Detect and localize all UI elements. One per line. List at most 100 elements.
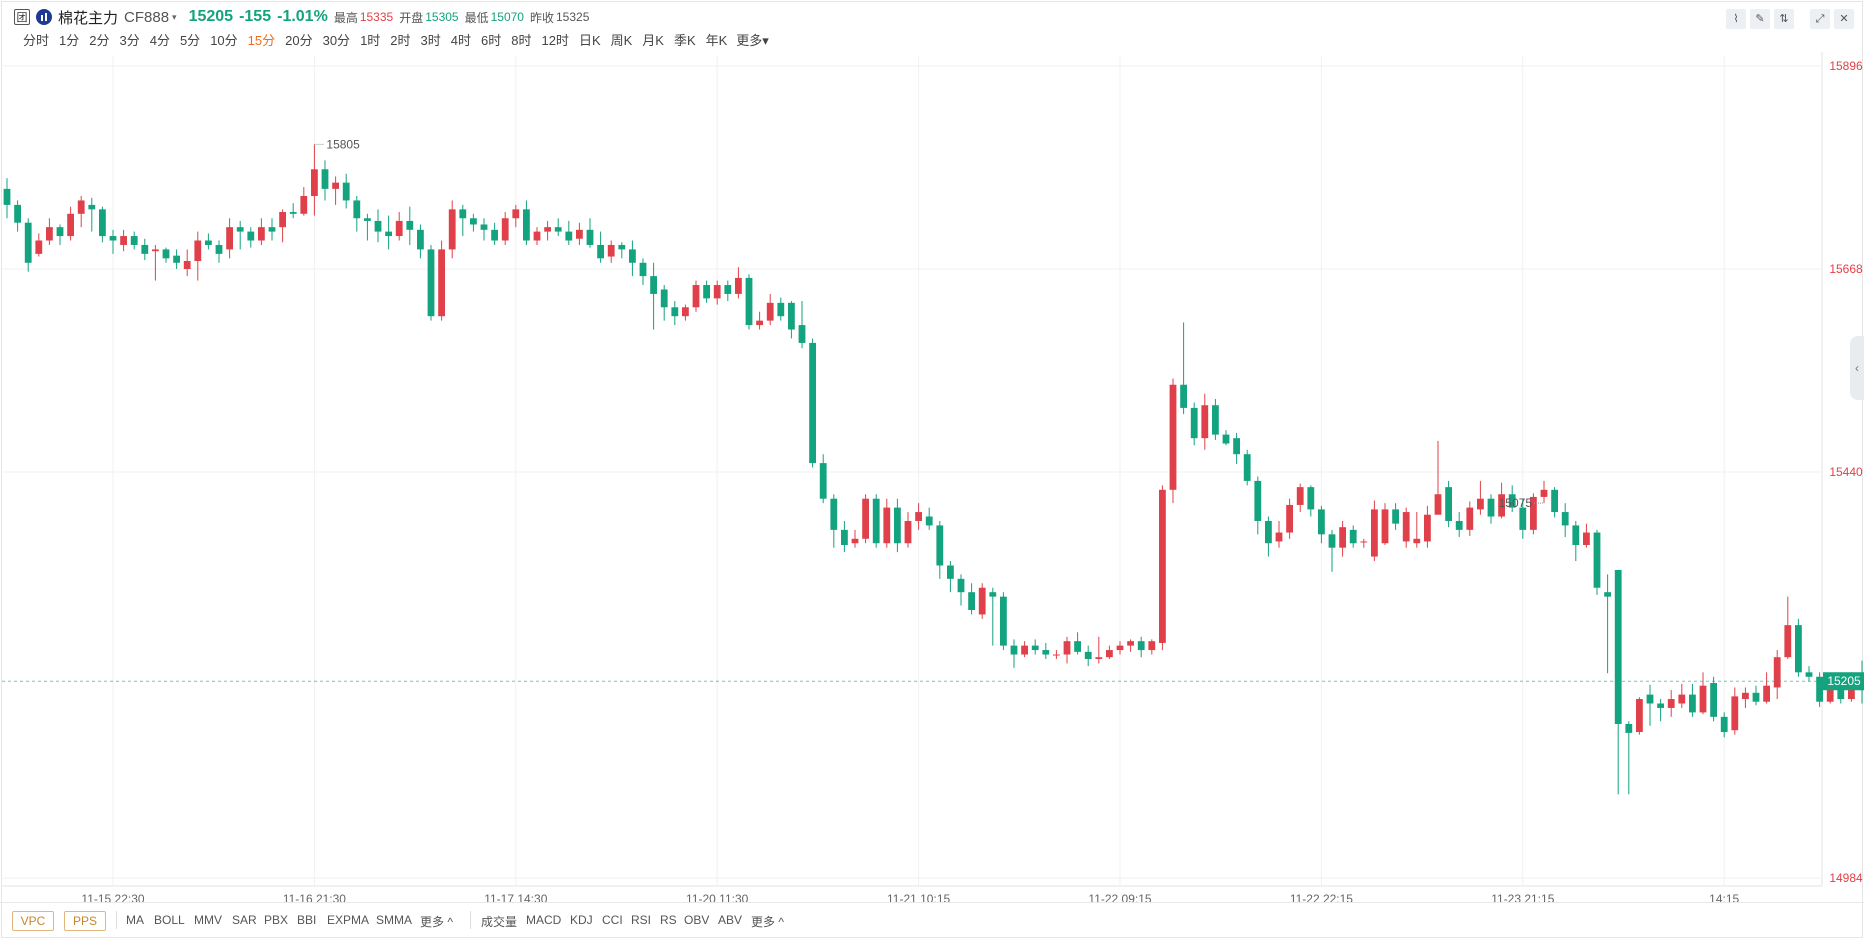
timeframe-tab[interactable]: 月K — [642, 33, 664, 48]
indicator-sar[interactable]: SAR — [232, 913, 257, 927]
candle-body — [851, 538, 859, 544]
timeframe-tab[interactable]: 3时 — [420, 33, 441, 48]
candle-body — [1413, 538, 1421, 544]
timeframe-tab[interactable]: 年K — [705, 33, 728, 48]
candle-body — [205, 240, 212, 245]
candle-body — [77, 200, 85, 214]
indicator-macd[interactable]: MACD — [526, 913, 562, 927]
indicator-mmv[interactable]: MMV — [194, 913, 222, 927]
timeframe-tab[interactable]: 20分 — [285, 33, 313, 48]
candle-body — [1551, 489, 1558, 513]
candle-body — [258, 227, 265, 241]
candle-body — [1233, 438, 1240, 455]
candle-body — [1720, 716, 1728, 732]
candle-body — [766, 302, 774, 321]
candle-body — [830, 498, 838, 530]
last-price-tag — [1823, 672, 1864, 691]
timeframe-tab[interactable]: 日K — [578, 33, 601, 48]
main-indicator-more[interactable]: 更多 ^ — [420, 915, 453, 929]
indicator-ma[interactable]: MA — [126, 913, 144, 927]
last-price: 15205 — [188, 8, 234, 25]
timeframe-tab[interactable]: 1时 — [360, 33, 381, 48]
indicator-boll[interactable]: BOLL — [154, 913, 185, 927]
candle-body — [1212, 405, 1219, 435]
indicator-abv[interactable]: ABV — [718, 913, 743, 927]
indicator-cci[interactable]: CCI — [602, 913, 623, 927]
symbol-name[interactable]: 棉花主力 — [58, 9, 119, 27]
candle-body — [1593, 532, 1601, 588]
candle-body — [1614, 569, 1622, 724]
price-change-percent: -1.01% — [277, 8, 328, 25]
candle-body — [247, 231, 255, 241]
candle-body — [1826, 681, 1834, 702]
candlestick-chart[interactable]: 15205 15896 15668 15440 14984 11-15 22:30 11-1… — [0, 0, 1864, 902]
candle-body — [99, 209, 106, 237]
expand-icon[interactable]: ⤢ — [1810, 9, 1830, 29]
candle-body — [798, 325, 806, 343]
candle-body — [3, 188, 11, 205]
timeframe-tab[interactable]: 15分 — [247, 33, 276, 48]
indicator-volume[interactable]: 成交量 — [481, 915, 518, 929]
side-panel-toggle-icon[interactable]: ‹ — [1850, 336, 1864, 400]
timeframe-tab[interactable]: 季K — [673, 33, 696, 48]
timeframe-tab[interactable]: 12时 — [541, 33, 569, 48]
indicator-expma[interactable]: EXPMA — [327, 913, 370, 927]
timeframe-more[interactable]: 更多▾ — [736, 33, 769, 48]
candle-body — [788, 302, 795, 330]
timeframe-tab[interactable]: 6时 — [481, 33, 502, 48]
prev-close-value: 15325 — [556, 10, 590, 24]
timeframe-tab[interactable]: 2时 — [390, 33, 411, 48]
indicator-smma[interactable]: SMMA — [376, 913, 412, 927]
timeframe-tab[interactable]: 4分 — [149, 33, 170, 48]
candle-body — [385, 231, 392, 237]
candle-body — [1307, 487, 1315, 510]
timeframe-tab[interactable]: 5分 — [179, 33, 201, 48]
indicator-pps[interactable]: PPS — [64, 911, 106, 931]
timeframe-tab[interactable]: 10分 — [210, 33, 238, 48]
candle-body — [1381, 509, 1389, 544]
timeframe-tab[interactable]: 分时 — [23, 33, 50, 48]
group-icon[interactable]: 团 — [14, 9, 30, 25]
candle-body — [978, 587, 986, 615]
indicator-obv[interactable]: OBV — [684, 913, 710, 927]
candle-body — [1784, 625, 1792, 658]
indicator-vpc[interactable]: VPC — [12, 911, 54, 931]
timeframe-tab[interactable]: 4时 — [450, 33, 471, 48]
symbol-code[interactable]: CF888 — [124, 8, 170, 26]
high-label: 最高 — [333, 10, 358, 25]
candle-type-icon[interactable]: ⇅ — [1774, 9, 1794, 29]
timeframe-tab[interactable]: 1分 — [59, 33, 80, 48]
indicator-icon[interactable]: ⌇ — [1726, 9, 1746, 29]
candle-body — [1265, 520, 1272, 544]
candle-body — [841, 529, 848, 546]
timeframe-tab[interactable]: 3分 — [119, 33, 140, 48]
indicator-bbi[interactable]: BBI — [297, 913, 317, 927]
candle-body — [1498, 494, 1505, 517]
y-tick-label: 14984 — [1829, 871, 1863, 885]
timeframe-tab[interactable]: 8时 — [511, 33, 532, 48]
indicator-pbx[interactable]: PBX — [264, 913, 289, 927]
sub-indicator-more[interactable]: 更多 ^ — [751, 915, 784, 929]
draw-icon[interactable]: ✎ — [1750, 9, 1770, 29]
open-value: 15305 — [425, 10, 459, 24]
y-tick-label: 15668 — [1829, 262, 1863, 276]
candle-body — [1000, 596, 1007, 646]
indicator-kdj[interactable]: KDJ — [570, 913, 593, 927]
candle-body — [1137, 641, 1145, 651]
candle-body — [1773, 657, 1781, 688]
chevron-down-icon[interactable]: ▾ — [172, 11, 177, 22]
close-icon[interactable]: ✕ — [1834, 9, 1854, 29]
timeframe-tab[interactable]: 30分 — [322, 33, 351, 48]
candle-body — [915, 512, 922, 521]
timeframe-tab[interactable]: 2分 — [89, 33, 110, 48]
candle-body — [88, 204, 96, 210]
candle-body — [947, 565, 954, 579]
candle-body — [1053, 654, 1060, 656]
indicator-rsi[interactable]: RSI — [631, 913, 652, 927]
candle-body — [268, 227, 276, 232]
indicator-rs[interactable]: RS — [660, 913, 677, 927]
candle-body — [321, 169, 329, 189]
timeframe-tab[interactable]: 周K — [610, 33, 633, 48]
candle-body — [459, 209, 467, 219]
